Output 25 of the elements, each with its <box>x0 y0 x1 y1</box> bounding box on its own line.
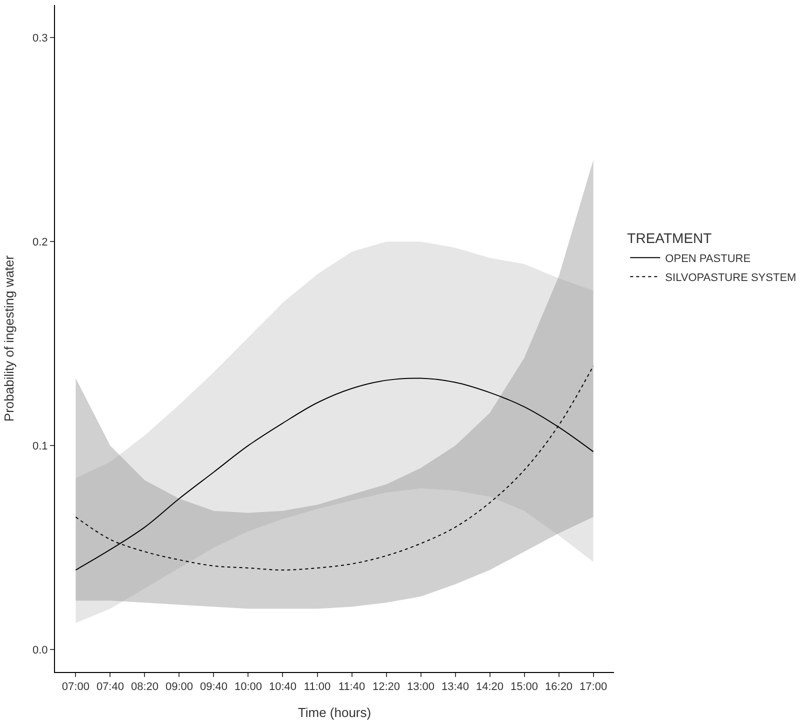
y-tick-label: 0.3 <box>32 32 48 44</box>
x-tick-label: 09:00 <box>165 681 193 694</box>
x-tick-label: 11:40 <box>338 681 366 694</box>
legend-label: OPEN PASTURE <box>665 252 751 265</box>
x-tick-label: 13:40 <box>442 681 470 694</box>
y-tick-label: 0.1 <box>32 440 48 452</box>
x-tick-label: 11:00 <box>304 681 331 694</box>
x-tick-label: 13:00 <box>407 681 435 694</box>
x-tick-label: 10:40 <box>268 681 297 694</box>
x-tick-label: 14:20 <box>476 681 504 694</box>
x-tick-label: 10:00 <box>234 681 262 694</box>
x-tick-label: 09:40 <box>200 681 228 694</box>
x-tick-label: 07:40 <box>96 681 124 694</box>
x-tick-label: 07:00 <box>62 681 90 694</box>
y-tick-label: 0.0 <box>32 644 48 656</box>
legend-label: SILVOPASTURE SYSTEM <box>665 272 796 284</box>
y-tick-label: 0.2 <box>32 236 48 248</box>
x-tick-label: 12:20 <box>372 681 400 694</box>
x-axis-title: Time (hours) <box>298 704 372 720</box>
legend-title: TREATMENT <box>627 230 712 246</box>
x-tick-label: 16:20 <box>545 681 573 694</box>
x-tick-label: 15:00 <box>510 681 538 694</box>
x-tick-label: 08:20 <box>130 681 158 694</box>
y-axis-title: Probability of ingesting water <box>1 254 16 422</box>
x-tick-label: 17:00 <box>580 681 608 694</box>
